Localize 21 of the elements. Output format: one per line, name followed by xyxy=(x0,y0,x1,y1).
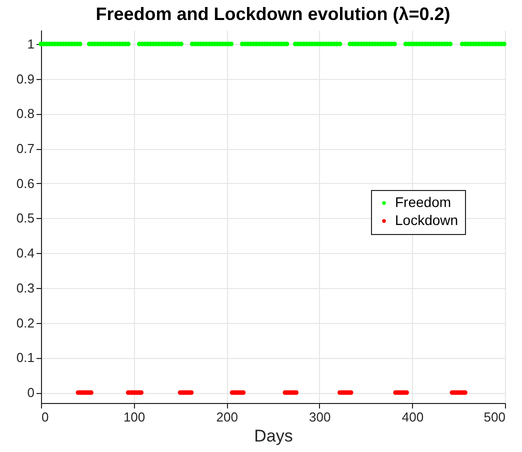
x-tick-label: 300 xyxy=(309,410,331,424)
legend-label: Lockdown xyxy=(395,212,458,228)
y-tick-label: 1 xyxy=(27,36,34,52)
y-tick-label: 0.3 xyxy=(16,280,34,296)
y-tick-label: 0.4 xyxy=(16,246,34,261)
x-tick-label: 500 xyxy=(484,410,506,424)
chart-title: Freedom and Lockdown evolution (λ=0.2) xyxy=(96,4,450,24)
x-tick-label: 100 xyxy=(123,410,146,424)
x-tick-label: 200 xyxy=(216,410,238,424)
y-tick-label: 0.1 xyxy=(16,350,34,366)
y-tick-label: 0.2 xyxy=(16,315,34,330)
y-tick-label: 0.5 xyxy=(16,210,34,226)
y-tick-label: 0 xyxy=(27,385,34,400)
y-tick-label: 0.6 xyxy=(16,176,34,191)
legend-label: Freedom xyxy=(395,194,452,210)
x-axis-title: Days xyxy=(254,426,293,446)
y-tick-label: 0.7 xyxy=(16,141,34,156)
y-tick-label: 0.8 xyxy=(16,106,34,122)
x-tick-label: 0 xyxy=(42,410,49,424)
y-tick-label: 0.9 xyxy=(16,71,34,86)
x-tick-label: 400 xyxy=(402,410,424,424)
